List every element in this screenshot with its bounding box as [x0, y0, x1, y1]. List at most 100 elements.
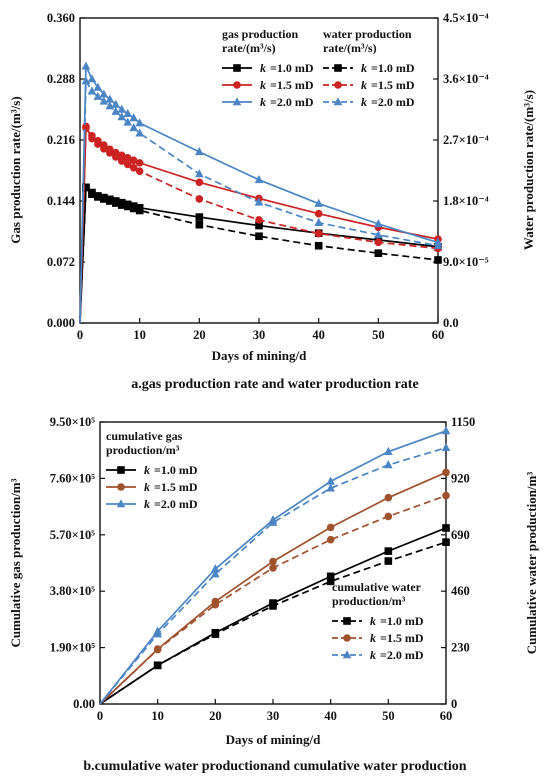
data-point-b-gas-2-5 — [384, 446, 393, 455]
legend-k-b-gas-1: k — [144, 480, 150, 494]
data-point-b-gas-2-6 — [441, 426, 451, 435]
data-point-a-gas-1-9 — [129, 156, 138, 165]
x-tick-label-a-4: 40 — [312, 328, 325, 342]
legend-k-b-water-2: k — [370, 648, 376, 662]
data-point-a-water-5-5 — [105, 101, 115, 110]
x-axis-label-b: Days of mining/d — [226, 732, 321, 747]
data-point-a-water-4-11 — [195, 195, 204, 203]
legend-marker-a-gas-0 — [233, 64, 241, 72]
data-point-a-gas-0-11 — [195, 213, 204, 221]
x-tick-label-b-0: 0 — [97, 709, 103, 723]
legend-title-b-gas-0: cumulative gas — [106, 429, 183, 443]
legend-label-a-gas-0: =1.0 mD — [270, 61, 314, 75]
data-point-a-water-5-8 — [123, 117, 133, 126]
data-point-a-water-5-14 — [374, 230, 383, 239]
series-group-b — [99, 426, 451, 705]
data-point-b-gas-1-4 — [326, 523, 335, 532]
data-point-b-water-5-5 — [384, 460, 393, 469]
data-point-a-water-3-14 — [374, 249, 383, 257]
legend-title-a-gas-0: gas production — [222, 27, 298, 41]
data-point-b-gas-1-6 — [442, 468, 450, 477]
legend-title-a-gas-1: rate/(m³/s) — [222, 41, 276, 55]
data-point-b-water-4-5 — [384, 512, 393, 521]
data-point-a-gas-1-10 — [135, 159, 144, 167]
data-point-a-water-5-4 — [99, 96, 109, 105]
data-point-b-water-4-4 — [326, 535, 335, 544]
y-tick-label-b-4: 7.60×10⁵ — [50, 471, 95, 485]
legend-marker-a-water-2 — [333, 97, 343, 106]
x-axis-label-a: Days of mining/d — [212, 348, 307, 363]
legend-title-a-water-0: water production — [323, 27, 412, 41]
data-point-a-water-5-6 — [111, 106, 121, 115]
data-point-b-gas-0-6 — [442, 524, 450, 532]
data-point-a-water-5-13 — [314, 217, 323, 226]
legend-k-a-water-0: k — [361, 61, 367, 75]
data-point-a-gas-2-6 — [111, 99, 121, 108]
data-point-a-water-5-3 — [93, 91, 103, 100]
data-point-b-water-3-6 — [442, 538, 450, 546]
data-point-a-water-5-12 — [254, 197, 264, 206]
data-point-a-gas-2-8 — [123, 108, 133, 118]
y-tick-label-a-3: 0.216 — [47, 133, 75, 147]
data-point-b-water-5-3 — [268, 517, 278, 526]
legend-label-a-water-1: =1.5 mD — [371, 78, 415, 92]
data-point-b-water-5-6 — [441, 442, 451, 452]
y-tick-label-a-4: 0.288 — [47, 72, 75, 86]
caption-a: a.gas production rate and water producti… — [131, 377, 418, 392]
legend-k-a-gas-2: k — [260, 95, 266, 109]
x-tick-label-b-3: 30 — [267, 709, 280, 723]
data-point-a-gas-1-7 — [117, 151, 126, 160]
data-point-b-gas-2-4 — [326, 476, 335, 485]
legend-marker-a-gas-2 — [232, 97, 242, 106]
data-point-a-water-5-15 — [433, 240, 443, 250]
y2-tick-label-a-5: 4.5×10⁻⁴ — [443, 11, 489, 25]
data-point-a-water-3-6 — [112, 199, 120, 207]
y2-tick-label-a-0: 0.0 — [443, 316, 459, 330]
y-tick-label-a-1: 0.072 — [47, 255, 75, 269]
data-point-a-gas-1-11 — [195, 178, 204, 187]
data-point-a-gas-2-12 — [254, 175, 264, 184]
data-point-a-gas-2-5 — [105, 94, 115, 103]
y-axis-label-a: Gas production rate/(m³/s) — [8, 96, 23, 243]
data-point-b-water-5-1 — [153, 629, 162, 638]
data-point-a-water-3-15 — [434, 256, 442, 264]
legend-label-a-gas-2: =2.0 mD — [270, 95, 314, 109]
data-point-b-water-5-4 — [326, 483, 335, 492]
legend-title-b-gas-1: production/m³ — [106, 443, 180, 457]
data-point-a-water-5-10 — [135, 128, 144, 137]
data-point-b-water-3-1 — [153, 661, 162, 670]
data-point-a-gas-2-9 — [129, 113, 138, 122]
data-point-a-gas-2-14 — [374, 219, 383, 228]
legend-label-b-gas-0: =1.0 mD — [154, 463, 198, 477]
x-tick-label-a-1: 10 — [133, 328, 146, 342]
data-point-a-water-4-13 — [314, 229, 323, 238]
data-point-a-water-3-3 — [94, 193, 102, 201]
series-line-a-water-4 — [79, 126, 439, 324]
data-point-a-gas-2-4 — [99, 89, 109, 98]
y-tick-label-a-2: 0.144 — [47, 194, 76, 208]
y2-axis-label-a: Water production rate/(m³/s) — [521, 90, 536, 250]
caption-b: b.cumulative water productionand cumulat… — [83, 759, 466, 774]
chart-panel-a: 0 10 20 30 40 50 60 0.000 0.072 0.144 0.216 0.288 0.… — [8, 11, 536, 392]
y-tick-label-b-2: 3.80×10⁵ — [50, 584, 95, 598]
data-point-a-water-4-3 — [94, 140, 102, 148]
x-tick-label-b-2: 20 — [209, 709, 222, 723]
data-point-a-water-4-5 — [106, 149, 114, 157]
data-point-a-water-5-1 — [81, 76, 91, 85]
data-point-a-water-5-9 — [129, 123, 138, 132]
y2-tick-label-b-3: 690 — [451, 528, 470, 542]
data-point-b-gas-0-5 — [384, 547, 393, 555]
data-point-a-water-4-4 — [100, 145, 108, 153]
y-tick-label-b-3: 5.70×10⁵ — [50, 528, 95, 542]
legend-marker-a-gas-1 — [233, 81, 241, 89]
y2-tick-label-b-2: 460 — [451, 584, 470, 598]
data-point-a-gas-2-2 — [87, 74, 97, 83]
legend-k-a-gas-0: k — [260, 61, 266, 75]
legend-k-b-gas-2: k — [144, 497, 150, 511]
data-point-a-water-5-11 — [195, 169, 204, 178]
series-group-a — [79, 61, 443, 324]
legend-marker-b-gas-0 — [117, 466, 125, 474]
data-point-a-gas-2-7 — [117, 104, 127, 113]
data-point-a-gas-1-8 — [123, 153, 132, 162]
data-point-a-water-4-10 — [135, 167, 144, 175]
